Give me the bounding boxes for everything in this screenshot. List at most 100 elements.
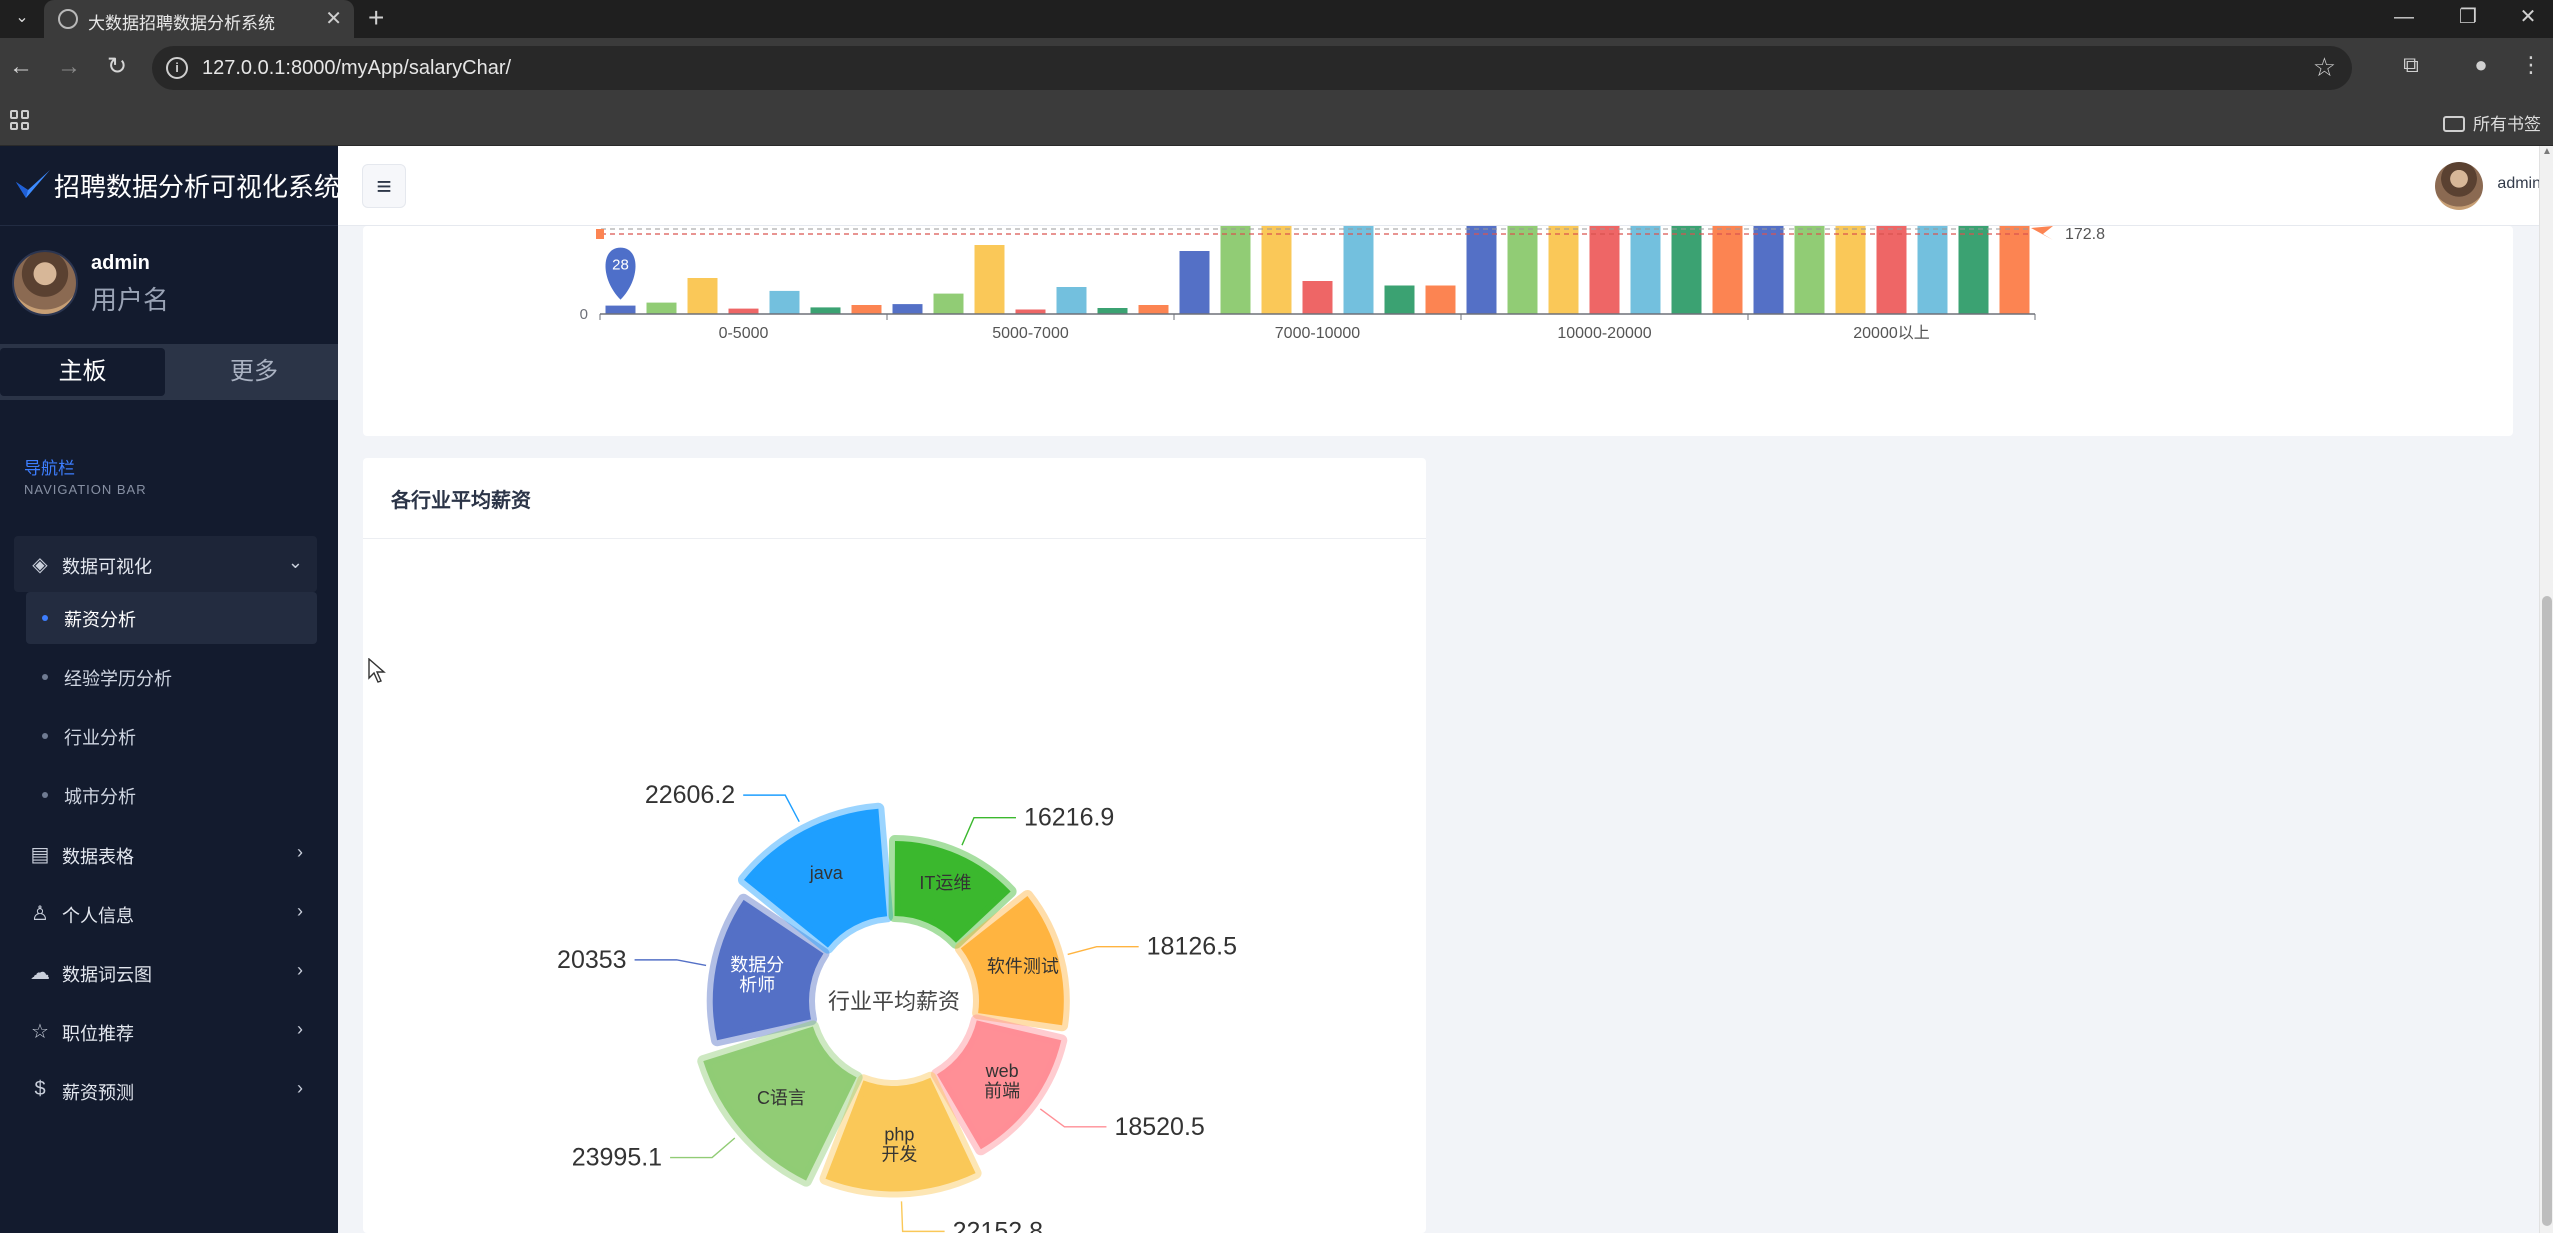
avatar <box>12 250 78 316</box>
bar[interactable] <box>1384 285 1415 315</box>
bar[interactable] <box>1138 305 1169 314</box>
minimize-button[interactable]: — <box>2394 6 2414 28</box>
bar[interactable] <box>728 308 759 314</box>
restore-button[interactable]: ❐ <box>2459 6 2477 28</box>
sidebar-tabs: 主板 更多 <box>0 344 338 400</box>
page-scrollbar[interactable]: ▲ <box>2539 146 2553 1233</box>
leader-line <box>1039 1108 1107 1128</box>
rose-slice[interactable] <box>706 893 830 1047</box>
bar[interactable] <box>687 278 718 314</box>
bar[interactable] <box>1835 226 1866 314</box>
tab-search-icon[interactable]: ⌄ <box>15 9 29 26</box>
url-text[interactable]: 127.0.0.1:8000/myApp/salaryChar/ <box>202 57 512 79</box>
bar[interactable] <box>933 293 964 314</box>
bar[interactable] <box>605 305 636 314</box>
new-tab-button[interactable]: + <box>368 2 385 33</box>
bar[interactable] <box>769 290 800 314</box>
markline-arrow <box>2031 226 2053 240</box>
rose-slice[interactable] <box>930 1014 1068 1156</box>
bar[interactable] <box>1097 308 1128 314</box>
bar[interactable] <box>810 307 841 314</box>
address-bar[interactable]: i 127.0.0.1:8000/myApp/salaryChar/ ☆ <box>152 46 2352 90</box>
bar[interactable] <box>1220 226 1251 314</box>
rose-slice[interactable] <box>819 1071 982 1198</box>
bar[interactable] <box>851 305 882 314</box>
menu-toggle-button[interactable]: ≡ <box>362 164 406 208</box>
profile-icon[interactable]: ● <box>2474 52 2488 77</box>
bar[interactable] <box>1753 226 1784 314</box>
bar[interactable] <box>1056 287 1087 314</box>
sidebar-group-visualization[interactable]: ◈ 数据可视化 ⌄ <box>14 536 317 592</box>
bar[interactable] <box>1999 226 2030 314</box>
forward-button[interactable]: → <box>57 53 81 80</box>
bar[interactable] <box>974 245 1005 314</box>
markline-start <box>596 229 604 239</box>
sidebar-group-label: 数据可视化 <box>62 557 152 577</box>
sidebar-item-label: 城市分析 <box>64 787 136 807</box>
bar[interactable] <box>1876 226 1907 314</box>
sidebar-item-word-cloud[interactable]: ☁ 数据词云图 › <box>14 944 317 1000</box>
bar[interactable] <box>1507 226 1538 314</box>
slice-name-label: 前端 <box>984 1081 1020 1101</box>
bar[interactable] <box>646 302 677 314</box>
rose-slice[interactable] <box>737 802 894 954</box>
bar[interactable] <box>1015 309 1046 315</box>
browser-tab[interactable]: 大数据招聘数据分析系统 ✕ <box>44 0 354 38</box>
bar[interactable] <box>1958 226 1989 314</box>
bar[interactable] <box>892 304 923 314</box>
sidebar-item-label: 职位推荐 <box>62 1024 134 1044</box>
slice-value-label: 18126.5 <box>1147 933 1237 961</box>
reload-button[interactable]: ↻ <box>106 53 128 80</box>
rose-slice[interactable] <box>888 835 1017 949</box>
site-info-icon[interactable]: i <box>166 57 188 79</box>
all-bookmarks-button[interactable]: 所有书签 <box>2443 110 2541 135</box>
markpoint-pin[interactable] <box>605 247 636 300</box>
bar[interactable] <box>1671 226 1702 314</box>
sidebar-item-experience-analysis[interactable]: 经验学历分析 <box>26 651 317 703</box>
bar[interactable] <box>1425 285 1456 315</box>
extensions-icon[interactable]: ⧉ <box>2403 52 2419 77</box>
bar[interactable] <box>1179 251 1210 314</box>
bar[interactable] <box>1302 281 1333 314</box>
rose-slice[interactable] <box>954 889 1070 1032</box>
bar[interactable] <box>1548 226 1579 314</box>
apps-icon[interactable] <box>10 110 30 130</box>
slice-value-label: 16216.9 <box>1024 804 1114 832</box>
bar[interactable] <box>1630 226 1661 314</box>
sidebar-item-salary-analysis[interactable]: 薪资分析 <box>26 592 317 644</box>
table-icon: ▤ <box>30 844 50 866</box>
bar[interactable] <box>1794 226 1825 314</box>
tab-main[interactable]: 主板 <box>0 348 165 396</box>
sidebar-item-personal-info[interactable]: ♙ 个人信息 › <box>14 885 317 941</box>
slice-name-label: 软件测试 <box>987 956 1059 976</box>
scroll-up-icon[interactable]: ▲ <box>2542 146 2552 157</box>
bar[interactable] <box>1712 226 1743 314</box>
rose-slice[interactable] <box>697 1020 863 1187</box>
scrollbar-thumb[interactable] <box>2542 596 2552 1226</box>
bar[interactable] <box>1343 226 1374 314</box>
close-tab-icon[interactable]: ✕ <box>325 8 342 30</box>
sidebar-item-data-table[interactable]: ▤ 数据表格 › <box>14 826 317 882</box>
sidebar-item-label: 数据表格 <box>62 847 134 867</box>
sidebar-item-city-analysis[interactable]: 城市分析 <box>26 769 317 821</box>
leader-line <box>634 959 707 967</box>
bar[interactable] <box>1917 226 1948 314</box>
globe-icon <box>58 9 78 29</box>
sidebar-item-salary-predict[interactable]: $ 薪资预测 › <box>14 1062 317 1118</box>
header-avatar[interactable] <box>2435 162 2483 210</box>
leader-line <box>1067 945 1139 956</box>
header-user-name[interactable]: admin <box>2497 175 2541 192</box>
sidebar-item-industry-analysis[interactable]: 行业分析 <box>26 710 317 762</box>
app-header: ≡ admin <box>338 146 2553 226</box>
bar[interactable] <box>1589 226 1620 314</box>
bar[interactable] <box>1261 226 1292 314</box>
bookmark-star-icon[interactable]: ☆ <box>2312 52 2336 82</box>
browser-menu-icon[interactable]: ⋮ <box>2520 52 2542 77</box>
card-title: 各行业平均薪资 <box>391 490 531 512</box>
sidebar-item-job-recommend[interactable]: ☆ 职位推荐 › <box>14 1003 317 1059</box>
close-window-button[interactable]: ✕ <box>2519 6 2537 28</box>
back-button[interactable]: ← <box>9 53 33 80</box>
bar[interactable] <box>1466 226 1497 314</box>
tab-more[interactable]: 更多 <box>230 358 278 385</box>
sidebar: 招聘数据分析可视化系统 admin 用户名 主板 更多 导航栏 NAVIGATI… <box>0 146 340 1233</box>
